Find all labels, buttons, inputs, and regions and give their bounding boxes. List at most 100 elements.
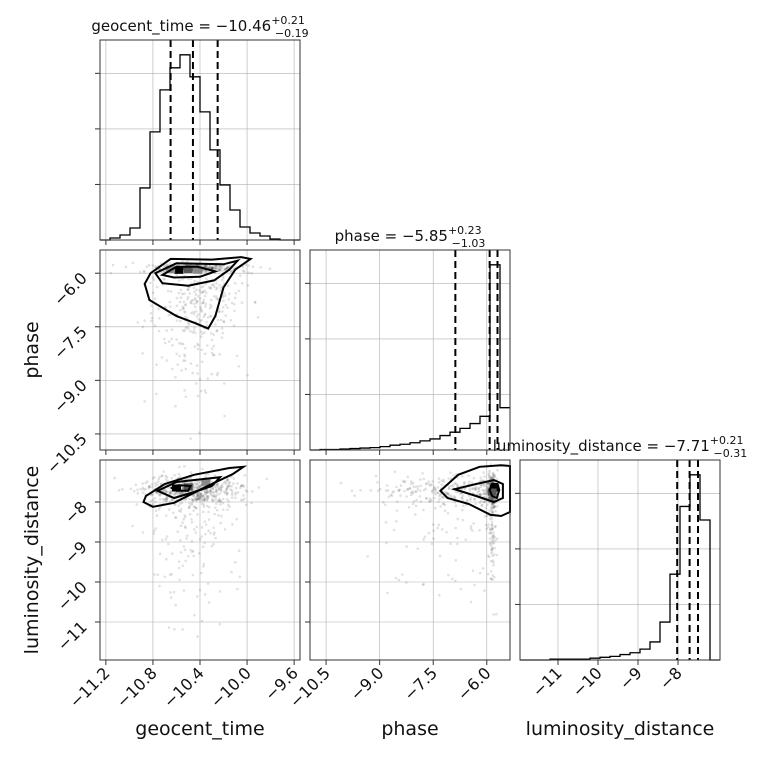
sample-point xyxy=(164,490,168,494)
sample-point xyxy=(153,297,157,301)
sample-point xyxy=(214,494,218,498)
sample-point xyxy=(478,529,481,532)
sample-point xyxy=(177,472,181,476)
sample-point xyxy=(206,490,209,494)
sample-point xyxy=(446,492,449,496)
sample-point xyxy=(240,281,244,285)
sample-point xyxy=(227,265,231,269)
axes-frame xyxy=(309,249,511,451)
sample-point xyxy=(487,523,490,526)
sample-point xyxy=(158,497,162,501)
sample-point xyxy=(490,548,494,551)
sample-point xyxy=(186,321,190,325)
sample-point xyxy=(226,486,229,489)
sample-point xyxy=(195,487,199,490)
sample-point xyxy=(479,499,483,503)
sample-point xyxy=(205,270,209,274)
sample-point xyxy=(179,507,183,511)
sample-point xyxy=(491,547,495,550)
sample-point xyxy=(155,363,158,367)
sample-point xyxy=(223,480,227,484)
sample-point xyxy=(460,496,463,500)
sample-point xyxy=(433,496,436,500)
sample-point xyxy=(494,525,498,528)
sample-point xyxy=(170,492,173,495)
contour-level-1 xyxy=(169,484,193,492)
sample-point xyxy=(250,501,253,505)
sample-point xyxy=(485,514,489,518)
sample-point xyxy=(183,465,186,468)
sample-point xyxy=(436,526,440,530)
sample-point xyxy=(406,488,410,491)
sample-point xyxy=(456,542,459,546)
sample-point xyxy=(488,542,492,546)
sample-point xyxy=(487,482,490,486)
sample-point xyxy=(415,498,418,502)
sample-point xyxy=(147,263,151,267)
sample-point xyxy=(491,574,495,577)
sample-point xyxy=(177,566,181,570)
sample-point xyxy=(198,431,201,435)
sample-point xyxy=(180,501,184,505)
sample-point xyxy=(222,497,225,501)
sample-point xyxy=(207,518,211,521)
sample-point xyxy=(181,342,185,346)
panel-geocent_time-vs-phase: −10.5 −9.0 −7.5 −6.0 xyxy=(43,249,301,477)
sample-point xyxy=(438,494,441,498)
sample-point xyxy=(259,266,263,269)
sample-point xyxy=(203,313,207,317)
sample-point xyxy=(385,484,389,487)
sample-point xyxy=(490,503,494,507)
sample-point xyxy=(232,324,236,328)
sample-point xyxy=(217,310,221,313)
sample-point xyxy=(189,548,192,552)
sample-point xyxy=(212,353,215,357)
sample-point xyxy=(213,531,216,534)
sample-point xyxy=(160,474,164,477)
sample-point xyxy=(216,508,219,512)
sample-point xyxy=(182,300,186,304)
sample-point xyxy=(202,497,206,500)
sample-point xyxy=(386,489,390,492)
sample-point xyxy=(165,359,169,362)
sample-point xyxy=(197,318,200,321)
sample-point xyxy=(170,573,173,576)
sample-point xyxy=(230,269,234,272)
sample-point xyxy=(196,595,199,598)
sample-point xyxy=(214,496,218,499)
sample-point xyxy=(214,490,218,494)
sample-point xyxy=(491,473,495,477)
sample-point xyxy=(483,589,486,592)
sample-point xyxy=(191,549,195,553)
sample-point xyxy=(204,270,207,274)
sample-point xyxy=(217,488,221,492)
sample-point xyxy=(192,312,196,316)
sample-point xyxy=(201,285,205,288)
sample-point xyxy=(175,304,179,308)
sample-point xyxy=(215,486,218,489)
sample-point xyxy=(485,486,489,489)
sample-point xyxy=(490,523,494,526)
sample-point xyxy=(165,477,168,481)
sample-point xyxy=(218,486,221,490)
sample-point xyxy=(490,525,494,529)
sample-point xyxy=(166,289,170,293)
sample-point xyxy=(168,262,172,265)
sample-point xyxy=(109,271,113,275)
sample-point xyxy=(480,503,484,507)
sample-point xyxy=(221,267,224,270)
sample-point xyxy=(210,266,214,270)
sample-point xyxy=(191,298,195,302)
sample-point xyxy=(194,498,197,501)
sample-point xyxy=(195,498,199,501)
sample-point xyxy=(216,483,219,486)
sample-point xyxy=(490,520,494,524)
sample-point xyxy=(167,340,171,343)
sample-point xyxy=(410,491,413,495)
sample-point xyxy=(198,492,202,496)
sample-point xyxy=(204,532,207,536)
sample-point xyxy=(469,527,473,530)
sample-point xyxy=(196,495,199,498)
sample-point xyxy=(210,347,214,351)
sample-point xyxy=(184,395,188,399)
